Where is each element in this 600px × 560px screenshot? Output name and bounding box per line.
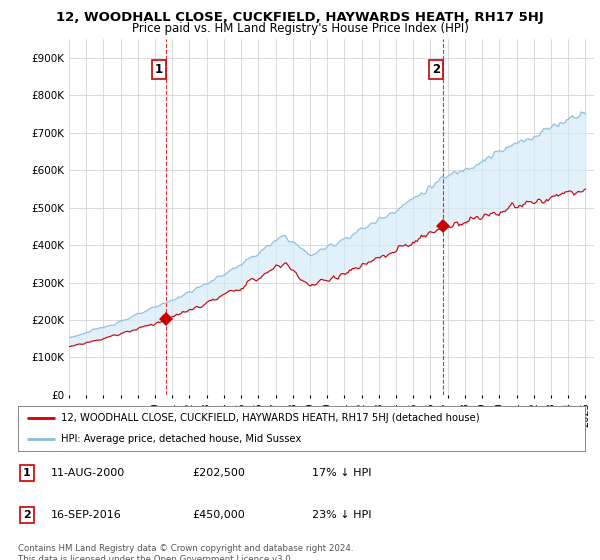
Text: 2: 2 [23, 510, 31, 520]
Text: HPI: Average price, detached house, Mid Sussex: HPI: Average price, detached house, Mid … [61, 433, 301, 444]
Text: £202,500: £202,500 [192, 468, 245, 478]
Text: 1: 1 [23, 468, 31, 478]
Text: Price paid vs. HM Land Registry's House Price Index (HPI): Price paid vs. HM Land Registry's House … [131, 22, 469, 35]
Text: 11-AUG-2000: 11-AUG-2000 [51, 468, 125, 478]
Text: 23% ↓ HPI: 23% ↓ HPI [312, 510, 371, 520]
Text: 17% ↓ HPI: 17% ↓ HPI [312, 468, 371, 478]
Text: 2: 2 [432, 63, 440, 76]
Text: 12, WOODHALL CLOSE, CUCKFIELD, HAYWARDS HEATH, RH17 5HJ (detached house): 12, WOODHALL CLOSE, CUCKFIELD, HAYWARDS … [61, 413, 479, 423]
Text: £450,000: £450,000 [192, 510, 245, 520]
Text: 12, WOODHALL CLOSE, CUCKFIELD, HAYWARDS HEATH, RH17 5HJ: 12, WOODHALL CLOSE, CUCKFIELD, HAYWARDS … [56, 11, 544, 24]
Text: 1: 1 [155, 63, 163, 76]
Text: 16-SEP-2016: 16-SEP-2016 [51, 510, 122, 520]
Text: Contains HM Land Registry data © Crown copyright and database right 2024.
This d: Contains HM Land Registry data © Crown c… [18, 544, 353, 560]
